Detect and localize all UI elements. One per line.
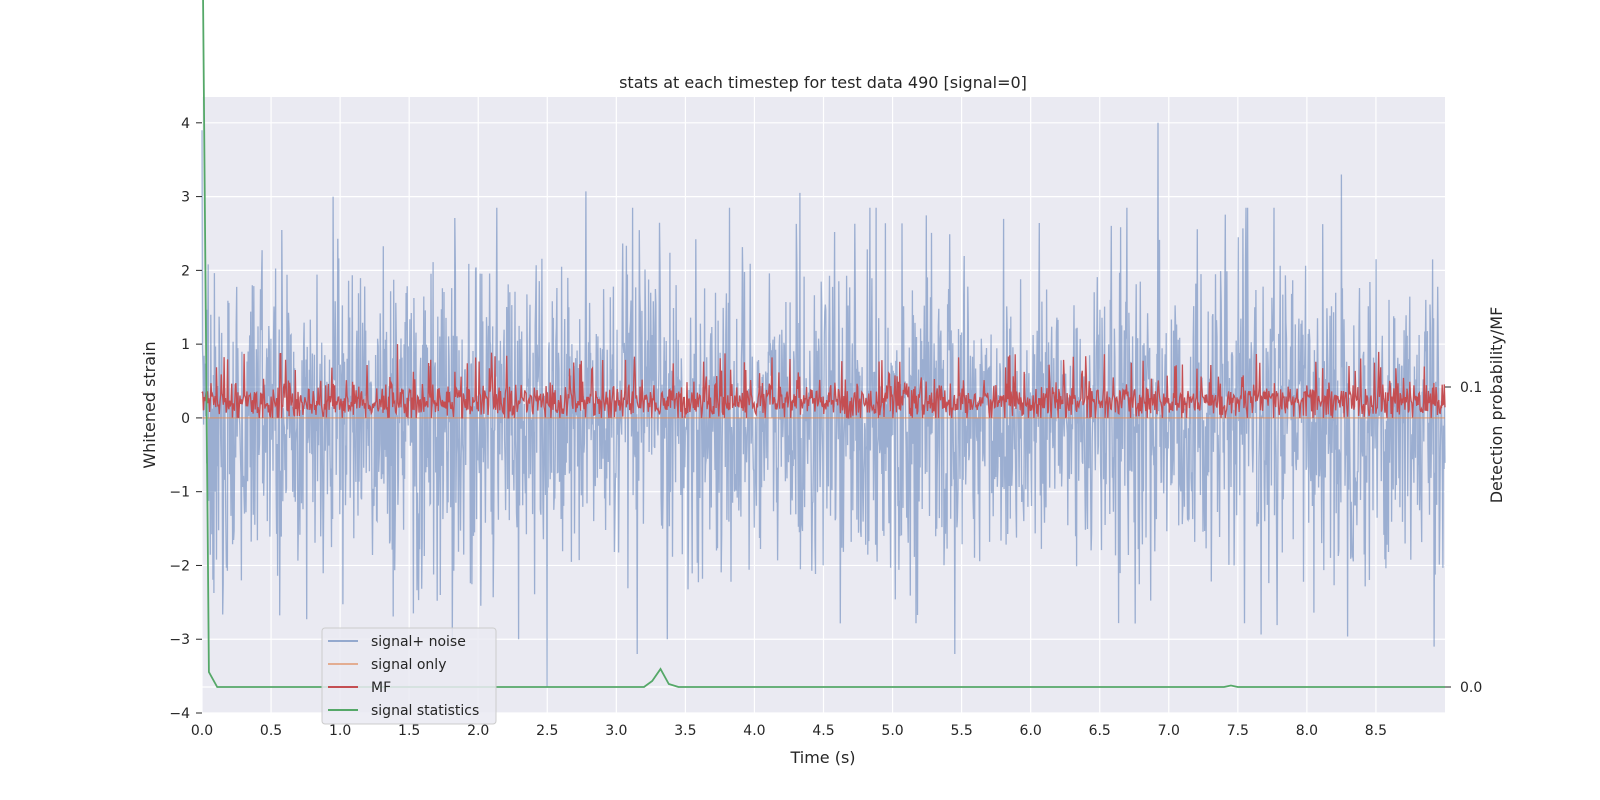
legend-label-signal-statistics: signal statistics <box>371 703 479 719</box>
x-tick-label: 3.5 <box>674 723 696 739</box>
x-tick-label: 3.0 <box>605 723 627 739</box>
x-tick-label: 0.0 <box>191 723 213 739</box>
legend-label-signal-plus-noise: signal+ noise <box>371 634 466 650</box>
x-tick-label: 7.5 <box>1227 723 1249 739</box>
y-tick-label: 1 <box>181 337 190 353</box>
y2-tick-label: 0.1 <box>1460 380 1482 396</box>
x-tick-label: 5.5 <box>950 723 972 739</box>
x-tick-label: 5.0 <box>881 723 903 739</box>
y-tick-label: −4 <box>169 706 190 722</box>
x-tick-label: 2.5 <box>536 723 558 739</box>
y-tick-label: 4 <box>181 116 190 132</box>
signal-statistics-series <box>202 0 1445 688</box>
x-tick-label: 4.0 <box>743 723 765 739</box>
y-tick-label: −3 <box>169 632 190 648</box>
y-tick-label: −1 <box>169 485 190 501</box>
x-tick-label: 4.5 <box>812 723 834 739</box>
x-tick-label: 1.5 <box>398 723 420 739</box>
x-tick-label: 7.0 <box>1158 723 1180 739</box>
legend-box <box>321 627 497 725</box>
y-axis-ticks: 4 3 2 1 0 −1 −2 −3 −4 <box>169 116 202 722</box>
x-tick-label: 8.0 <box>1296 723 1318 739</box>
x-tick-label: 8.5 <box>1365 723 1387 739</box>
x-axis-ticks: 0.0 0.5 1.0 1.5 2.0 2.5 3.0 3.5 4.0 4.5 5.0 5.5 6.0 6… <box>191 723 1387 739</box>
chart-title: stats at each timestep for test data 490… <box>619 73 1027 92</box>
mf-series <box>201 344 1446 419</box>
legend-label-mf: MF <box>371 680 391 696</box>
signal-statistics-line <box>202 0 1445 688</box>
y-tick-label: 3 <box>181 190 190 206</box>
x-tick-label: 6.0 <box>1020 723 1042 739</box>
legend-label-signal-only: signal only <box>371 657 446 673</box>
x-axis-label: Time (s) <box>789 748 855 767</box>
y-tick-label: 2 <box>181 263 190 279</box>
y-tick-label: 0 <box>181 411 190 427</box>
y-axis-label: Whitened strain <box>140 341 159 468</box>
y2-axis-ticks: 0.0 0.1 <box>1445 380 1482 696</box>
y2-tick-label: 0.0 <box>1460 680 1482 696</box>
y-tick-label: −2 <box>169 558 190 574</box>
x-tick-label: 0.5 <box>260 723 282 739</box>
legend: signal+ noise signal only MF signal stat… <box>321 627 497 725</box>
x-tick-label: 1.0 <box>329 723 351 739</box>
x-tick-label: 6.5 <box>1089 723 1111 739</box>
x-tick-label: 2.0 <box>467 723 489 739</box>
y2-axis-label: Detection probability/MF <box>1487 307 1506 504</box>
mf-line <box>201 344 1446 419</box>
